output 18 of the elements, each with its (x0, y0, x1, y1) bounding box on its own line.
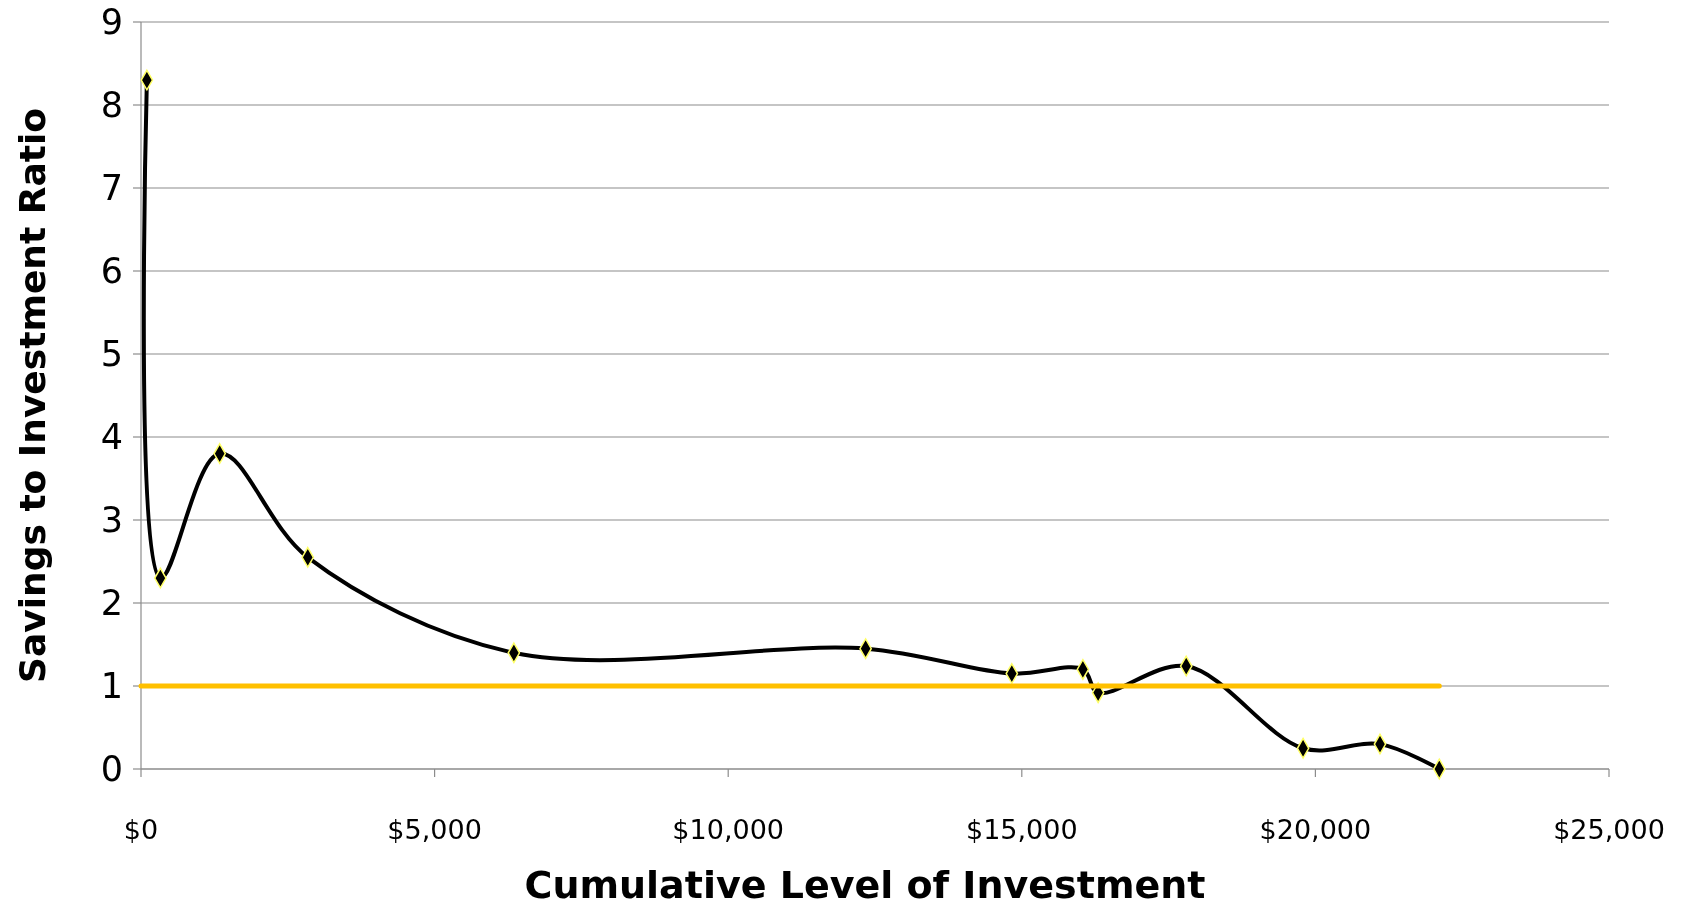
y-tick-label: 4 (100, 417, 123, 458)
x-tick-label: $15,000 (965, 814, 1078, 845)
y-tick-label: 0 (100, 749, 123, 790)
y-tick-label: 2 (100, 583, 123, 624)
x-tick-label: $20,000 (1259, 814, 1372, 845)
x-axis-title: Cumulative Level of Investment (524, 863, 1206, 907)
y-tick-label: 9 (100, 2, 123, 43)
y-tick-label: 7 (100, 168, 123, 209)
x-tick-label: $5,000 (387, 814, 482, 845)
x-tick-label: $0 (123, 814, 159, 845)
x-tick-label: $25,000 (1553, 814, 1665, 845)
y-tick-label: 1 (100, 666, 123, 707)
y-tick-label: 8 (100, 85, 123, 126)
y-tick-label: 6 (100, 251, 123, 292)
y-tick-label: 5 (100, 334, 123, 375)
x-tick-label: $10,000 (672, 814, 785, 845)
y-axis-title: Savings to Investment Ratio (12, 108, 53, 683)
y-tick-label: 3 (100, 500, 123, 541)
